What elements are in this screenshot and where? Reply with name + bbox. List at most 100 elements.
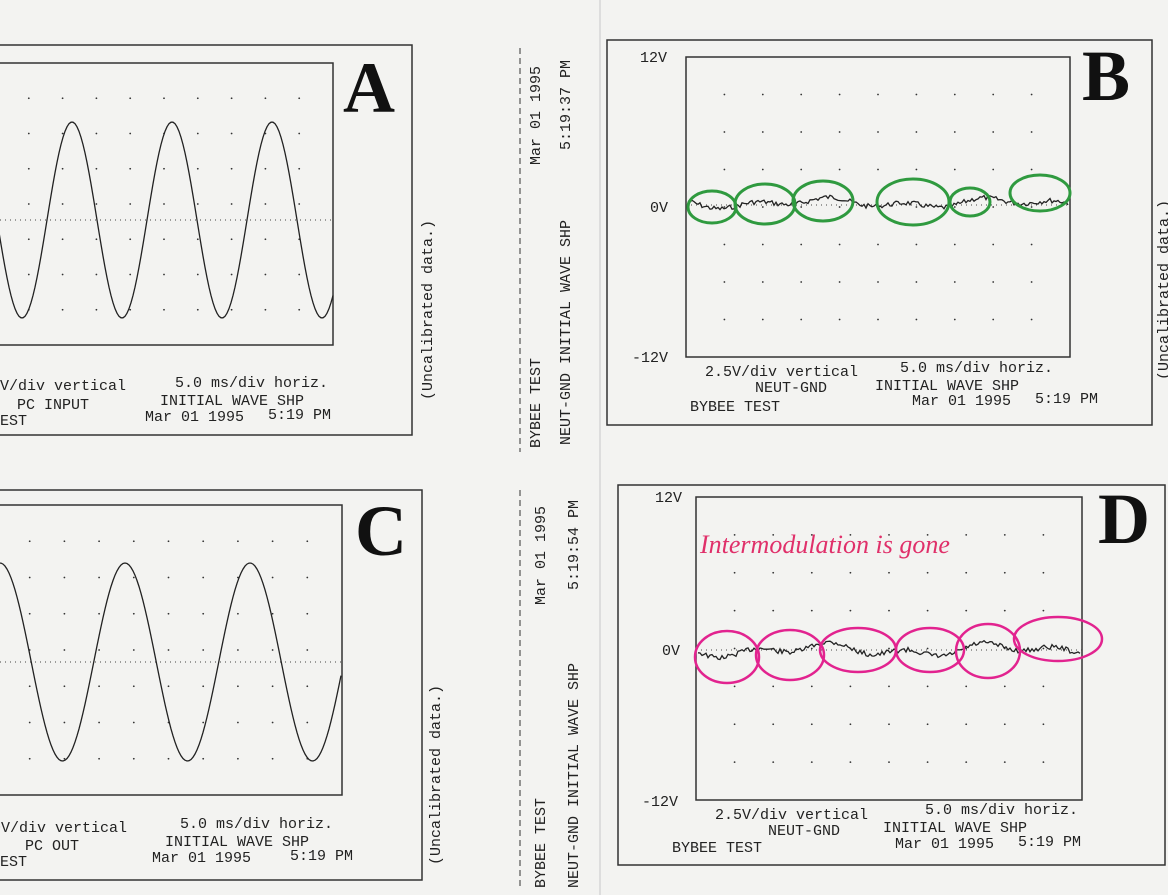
handwritten-note: Intermodulation is gone xyxy=(699,530,950,559)
grid-dot xyxy=(196,132,199,135)
channel: PC INPUT xyxy=(17,397,89,414)
grid-dot xyxy=(733,685,736,688)
date: Mar 01 1995 xyxy=(145,409,244,426)
grid-dot xyxy=(733,571,736,574)
test-name: EST xyxy=(0,413,27,430)
marker-circle xyxy=(1008,173,1072,213)
grid-dot xyxy=(230,273,233,276)
grid-dot xyxy=(1030,168,1033,171)
grid-dot xyxy=(237,757,239,760)
grid-dot xyxy=(95,308,98,311)
grid-dot xyxy=(202,612,205,615)
grid-dot xyxy=(926,647,929,650)
note: (Uncalibrated data.) xyxy=(420,220,437,400)
grid-dot xyxy=(129,273,132,276)
y-label: -12V xyxy=(632,350,668,367)
grid-dot xyxy=(965,647,968,650)
grid-dot xyxy=(271,649,274,651)
grid-dot xyxy=(965,723,968,726)
grid-dot xyxy=(28,612,31,615)
grid-dot xyxy=(992,318,995,321)
grid-dot xyxy=(733,533,736,536)
grid-dot xyxy=(237,721,239,724)
grid-dot xyxy=(129,203,132,205)
grid-dot xyxy=(953,93,956,96)
grid-dot xyxy=(163,203,165,205)
grid-dot xyxy=(163,238,165,241)
grid-dot xyxy=(237,612,239,615)
vertical-scale: 2.5V/div vertical xyxy=(715,807,868,824)
grid-dot xyxy=(761,131,764,133)
grid-dot xyxy=(800,281,803,283)
grid-dot xyxy=(723,206,726,208)
grid-dot xyxy=(237,685,239,688)
strip-channel: NEUT-GND INITIAL WAVE SHP xyxy=(558,220,575,445)
grid-dot xyxy=(953,131,956,133)
grid-dot xyxy=(1030,281,1033,283)
grid-dot xyxy=(838,318,841,321)
grid-dot xyxy=(1042,533,1045,536)
plot-frame xyxy=(0,504,343,796)
grid-dot xyxy=(810,533,813,536)
vertical-scale: 0V/div vertical xyxy=(0,820,127,837)
grid-dot xyxy=(800,206,803,208)
grid-dot xyxy=(761,318,764,321)
y-label: 0V xyxy=(662,643,680,660)
grid-dot xyxy=(953,281,956,283)
grid-dot xyxy=(1003,571,1006,574)
grid-dot xyxy=(196,308,199,311)
grid-dot xyxy=(306,612,309,615)
grid-dot xyxy=(810,723,813,726)
marker-circle xyxy=(686,189,738,225)
grid-dot xyxy=(965,609,968,612)
test-name: BYBEE TEST xyxy=(690,399,780,416)
marker-circle xyxy=(954,622,1022,680)
grid-dot xyxy=(132,721,135,724)
grid-dot xyxy=(888,533,890,536)
grid-dot xyxy=(129,132,132,135)
channel: NEUT-GND xyxy=(755,380,827,397)
grid-dot xyxy=(800,243,803,246)
grid-dot xyxy=(298,167,301,170)
grid-dot xyxy=(98,576,100,579)
grid-dot xyxy=(98,649,100,651)
grid-dot xyxy=(926,609,929,612)
grid-dot xyxy=(27,132,30,135)
grid-dot xyxy=(264,97,267,100)
grid-dot xyxy=(264,203,267,205)
grid-dot xyxy=(810,761,813,764)
y-label: 0V xyxy=(650,200,668,217)
grid-dot xyxy=(196,273,199,276)
y-label: 12V xyxy=(655,490,682,507)
grid-dot xyxy=(849,685,852,688)
grid-dot xyxy=(772,609,775,612)
grid-dot xyxy=(28,721,31,724)
grid-dot xyxy=(849,533,852,536)
grid-dot xyxy=(27,273,30,276)
grid-dot xyxy=(888,609,890,612)
strip-time: 5:19:54 PM xyxy=(566,500,583,590)
strip-date: Mar 01 1995 xyxy=(528,66,545,165)
grid-dot xyxy=(877,243,879,246)
grid-dot xyxy=(129,167,132,170)
grid-dot xyxy=(838,281,841,283)
grid-dot xyxy=(129,97,132,100)
time: 5:19 PM xyxy=(1035,391,1098,408)
grid-dot xyxy=(992,243,995,246)
grid-dot xyxy=(202,757,205,760)
grid-dot xyxy=(723,131,726,133)
grid-dot xyxy=(230,167,233,170)
grid-dot xyxy=(196,238,199,241)
grid-dot xyxy=(61,203,64,205)
grid-dot xyxy=(264,238,267,241)
grid-dot xyxy=(965,533,968,536)
grid-dot xyxy=(63,721,66,724)
grid-dot xyxy=(167,649,170,651)
grid-dot xyxy=(95,203,98,205)
grid-dot xyxy=(1030,243,1033,246)
grid-dot xyxy=(129,308,132,311)
grid-dot xyxy=(1030,206,1033,208)
grid-dot xyxy=(306,540,309,543)
grid-dot xyxy=(849,609,852,612)
grid-dot xyxy=(1003,533,1006,536)
